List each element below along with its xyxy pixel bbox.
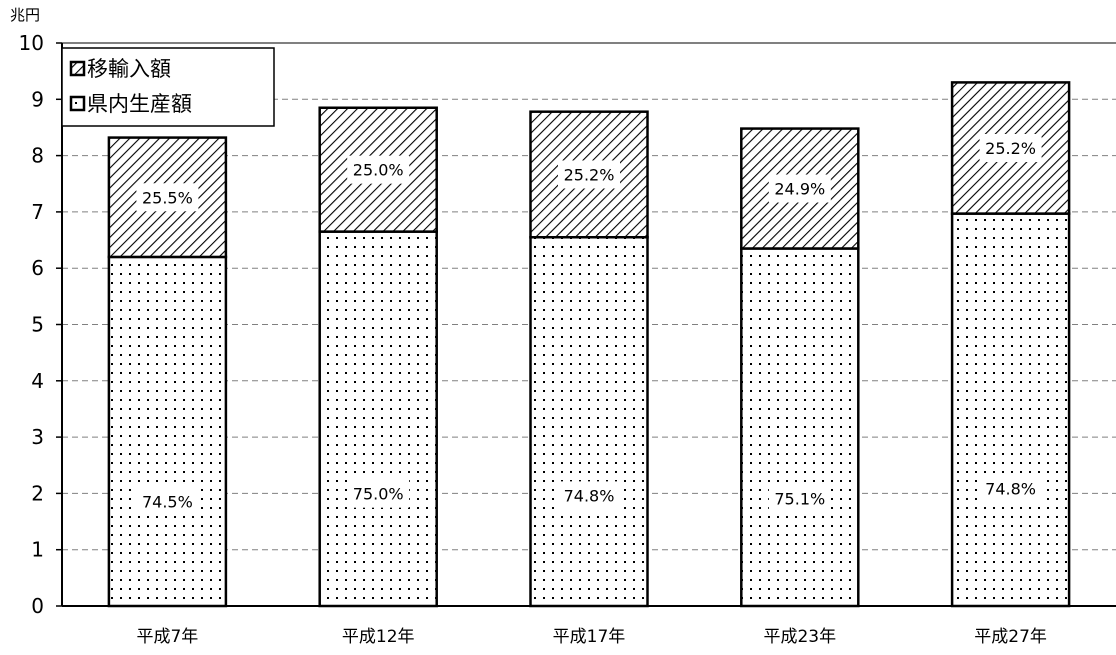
data-label-bg [979, 474, 1042, 503]
legend-swatch-production [69, 95, 86, 112]
y-tick-label: 9 [31, 87, 44, 111]
data-label: 75.1% [774, 490, 825, 509]
y-tick-label: 4 [31, 369, 44, 393]
data-label: 24.9% [774, 180, 825, 199]
y-tick-label: 0 [31, 594, 44, 618]
bar-segment-import [740, 127, 860, 250]
data-label-bg [136, 183, 199, 212]
y-tick-label: 1 [31, 538, 44, 562]
y-tick-label: 7 [31, 200, 44, 224]
data-label: 74.8% [564, 486, 615, 505]
y-tick-labels: 0 1 2 3 4 5 6 7 8 9 10 [19, 31, 44, 618]
data-label: 74.5% [142, 492, 193, 511]
data-label: 74.8% [985, 479, 1036, 498]
legend-label-import: 移輸入額 [87, 57, 171, 81]
bar-segment-production [529, 235, 649, 608]
bar-segment-production [950, 212, 1071, 608]
y-tick-label: 6 [31, 256, 44, 280]
legend-label-production: 県内生産額 [87, 92, 192, 116]
data-label-bg [768, 174, 831, 203]
bar-segment-production [318, 230, 438, 608]
y-tick-label: 5 [31, 313, 44, 337]
y-tick-label: 2 [31, 481, 44, 505]
data-label-bg [347, 155, 410, 184]
data-label: 25.2% [564, 165, 615, 184]
data-label-bg [136, 487, 199, 516]
x-tick-label: 平成23年 [763, 627, 836, 647]
legend-swatch-import [69, 60, 86, 77]
y-tick-label: 10 [19, 31, 44, 55]
bar-segment-production [740, 247, 860, 608]
data-label-bg [768, 484, 831, 513]
y-tick-label: 8 [31, 144, 44, 168]
legend: 移輸入額 県内生産額 [61, 47, 275, 127]
x-tick-label: 平成12年 [342, 627, 415, 647]
x-tick-label: 平成7年 [136, 627, 198, 647]
x-tick-labels: 平成7年 平成12年 平成17年 平成23年 平成27年 [136, 627, 1046, 647]
data-labels: 74.5% 25.5% 75.0% 25.0% 74.8% 25.2% 75.1% 24.9%… [136, 133, 1042, 516]
y-tick-label: 3 [31, 425, 44, 449]
data-label: 25.0% [353, 161, 404, 180]
bar-segment-production [107, 255, 228, 608]
y-unit-label: 兆円 [10, 6, 40, 24]
data-label: 75.0% [353, 485, 404, 504]
legend-box [61, 47, 275, 127]
data-label-bg [979, 133, 1042, 162]
x-tick-label: 平成27年 [974, 627, 1047, 647]
data-label: 25.5% [142, 188, 193, 207]
x-tick-label: 平成17年 [553, 627, 626, 647]
data-label-bg [558, 481, 620, 510]
data-label: 25.2% [985, 139, 1036, 158]
data-label-bg [347, 479, 410, 508]
data-label-bg [558, 160, 620, 189]
